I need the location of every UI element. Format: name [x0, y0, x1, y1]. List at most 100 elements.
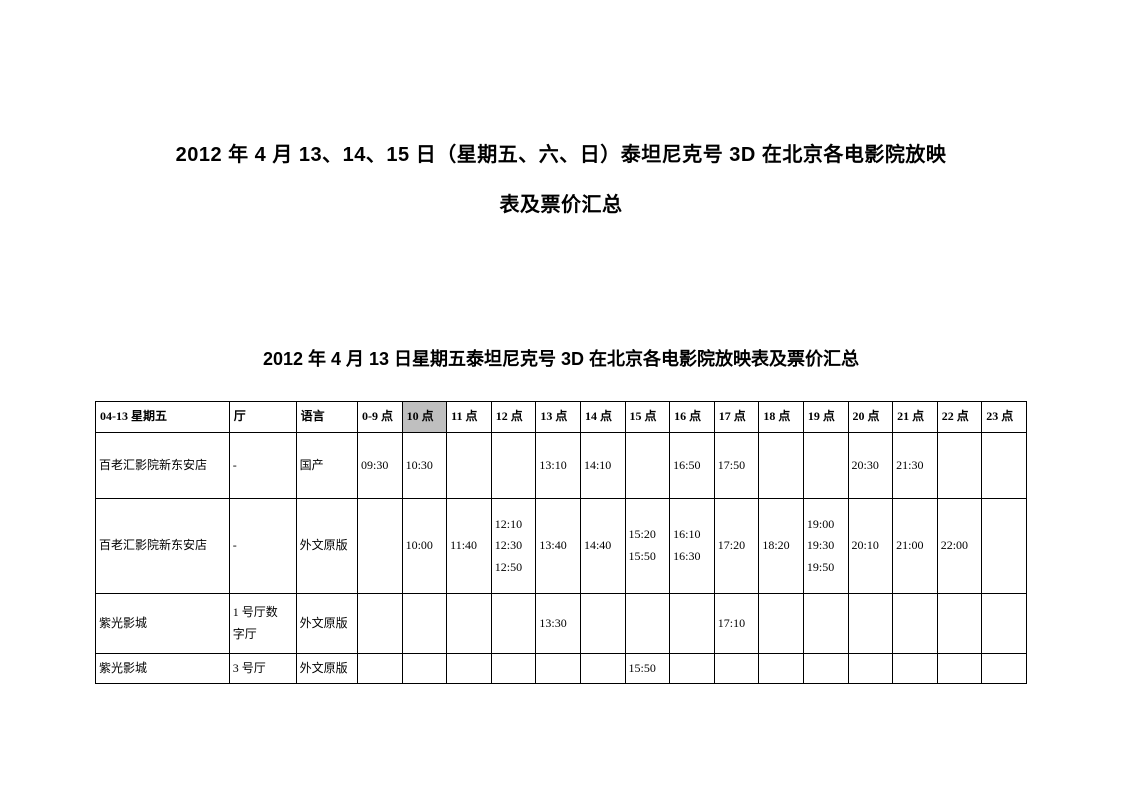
cell-hall: - [229, 499, 296, 594]
cell-h10 [402, 594, 447, 654]
cell-h0 [357, 654, 402, 684]
time-value: 16:10 [673, 524, 714, 546]
table-row: 百老汇影院新东安店 - 外文原版 10:00 11:40 12:10 12:30… [96, 499, 1027, 594]
header-h17: 17 点 [714, 402, 759, 433]
cell-h18: 18:20 [759, 499, 804, 594]
cell-h20: 20:30 [848, 433, 893, 499]
cell-h19 [803, 594, 848, 654]
cell-cinema: 百老汇影院新东安店 [96, 499, 230, 594]
cell-lang: 外文原版 [296, 654, 357, 684]
cell-h11 [447, 654, 492, 684]
cell-h14 [580, 594, 625, 654]
cell-h18 [759, 654, 804, 684]
cell-h20 [848, 594, 893, 654]
time-value: 15:50 [629, 546, 670, 568]
schedule-table: 04-13 星期五 厅 语言 0-9 点 10 点 11 点 12 点 13 点… [95, 401, 1027, 684]
table-header: 04-13 星期五 厅 语言 0-9 点 10 点 11 点 12 点 13 点… [96, 402, 1027, 433]
cell-h10 [402, 654, 447, 684]
table-body: 百老汇影院新东安店 - 国产 09:30 10:30 13:10 14:10 1… [96, 433, 1027, 684]
cell-h0 [357, 594, 402, 654]
main-title: 2012 年 4 月 13、14、15 日（星期五、六、日）泰坦尼克号 3D 在… [95, 130, 1027, 230]
cell-cinema: 紫光影城 [96, 654, 230, 684]
cell-h19 [803, 654, 848, 684]
cell-h15: 15:50 [625, 654, 670, 684]
cell-h21: 21:00 [893, 499, 938, 594]
cell-lang: 外文原版 [296, 594, 357, 654]
header-h10: 10 点 [402, 402, 447, 433]
cell-h16: 16:50 [670, 433, 715, 499]
time-value: 12:10 [495, 514, 536, 536]
header-h13: 13 点 [536, 402, 581, 433]
header-date: 04-13 星期五 [96, 402, 230, 433]
cell-h16 [670, 594, 715, 654]
cell-h14: 14:40 [580, 499, 625, 594]
header-h23: 23 点 [982, 402, 1027, 433]
cell-h15 [625, 594, 670, 654]
cell-h12: 12:10 12:30 12:50 [491, 499, 536, 594]
cell-h11: 11:40 [447, 499, 492, 594]
table-row: 百老汇影院新东安店 - 国产 09:30 10:30 13:10 14:10 1… [96, 433, 1027, 499]
sub-title: 2012 年 4 月 13 日星期五泰坦尼克号 3D 在北京各电影院放映表及票价… [95, 345, 1027, 371]
cell-h14: 14:10 [580, 433, 625, 499]
cell-h0: 09:30 [357, 433, 402, 499]
header-h11: 11 点 [447, 402, 492, 433]
cell-cinema: 紫光影城 [96, 594, 230, 654]
header-h20: 20 点 [848, 402, 893, 433]
cell-hall: 1 号厅数 字厅 [229, 594, 296, 654]
cell-h10: 10:30 [402, 433, 447, 499]
cell-h11 [447, 594, 492, 654]
cell-h17: 17:10 [714, 594, 759, 654]
hall-line: 字厅 [233, 624, 296, 646]
cell-h21 [893, 594, 938, 654]
cell-hall: - [229, 433, 296, 499]
header-h21: 21 点 [893, 402, 938, 433]
header-lang: 语言 [296, 402, 357, 433]
cell-h18 [759, 433, 804, 499]
cell-h22 [937, 594, 982, 654]
cell-lang: 国产 [296, 433, 357, 499]
cell-h0 [357, 499, 402, 594]
title-line-2: 表及票价汇总 [95, 180, 1027, 230]
cell-h17: 17:20 [714, 499, 759, 594]
cell-h23 [982, 499, 1027, 594]
cell-h12 [491, 433, 536, 499]
header-h0: 0-9 点 [357, 402, 402, 433]
time-value: 19:50 [807, 557, 848, 579]
cell-h17 [714, 654, 759, 684]
cell-h13: 13:40 [536, 499, 581, 594]
cell-h20: 20:10 [848, 499, 893, 594]
time-value: 12:50 [495, 557, 536, 579]
cell-h21: 21:30 [893, 433, 938, 499]
cell-h19: 19:00 19:30 19:50 [803, 499, 848, 594]
document-page: 2012 年 4 月 13、14、15 日（星期五、六、日）泰坦尼克号 3D 在… [0, 0, 1122, 793]
cell-h12 [491, 654, 536, 684]
cell-h23 [982, 594, 1027, 654]
header-h22: 22 点 [937, 402, 982, 433]
header-h15: 15 点 [625, 402, 670, 433]
cell-h16: 16:10 16:30 [670, 499, 715, 594]
cell-h20 [848, 654, 893, 684]
cell-h22: 22:00 [937, 499, 982, 594]
cell-h12 [491, 594, 536, 654]
cell-h16 [670, 654, 715, 684]
time-value: 19:30 [807, 535, 848, 557]
header-h18: 18 点 [759, 402, 804, 433]
header-h14: 14 点 [580, 402, 625, 433]
cell-h23 [982, 654, 1027, 684]
cell-h21 [893, 654, 938, 684]
cell-h13 [536, 654, 581, 684]
title-line-1: 2012 年 4 月 13、14、15 日（星期五、六、日）泰坦尼克号 3D 在… [95, 130, 1027, 180]
cell-h23 [982, 433, 1027, 499]
time-value: 16:30 [673, 546, 714, 568]
header-h16: 16 点 [670, 402, 715, 433]
time-value: 19:00 [807, 514, 848, 536]
cell-h22 [937, 433, 982, 499]
cell-h15 [625, 433, 670, 499]
cell-h17: 17:50 [714, 433, 759, 499]
table-row: 紫光影城 1 号厅数 字厅 外文原版 13:30 17:10 [96, 594, 1027, 654]
header-h12: 12 点 [491, 402, 536, 433]
header-hall: 厅 [229, 402, 296, 433]
cell-h10: 10:00 [402, 499, 447, 594]
cell-hall: 3 号厅 [229, 654, 296, 684]
cell-h22 [937, 654, 982, 684]
